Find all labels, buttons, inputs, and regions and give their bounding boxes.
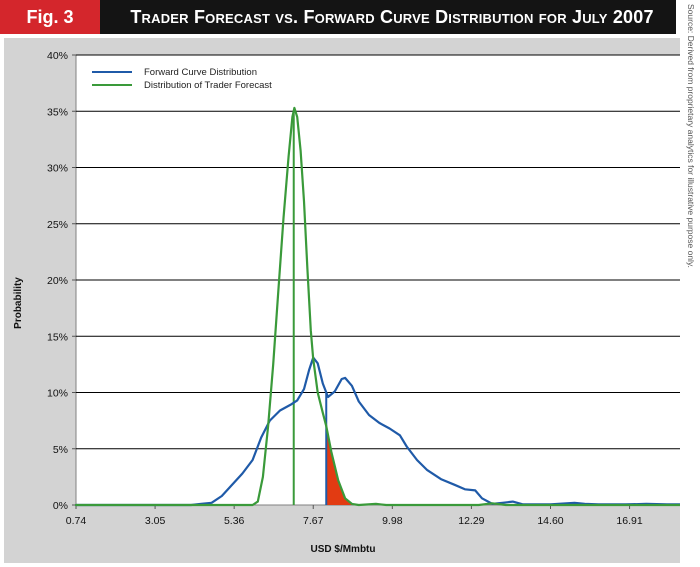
x-tick-label: 12.29	[458, 515, 484, 527]
y-tick-label: 30%	[47, 163, 68, 175]
chart: 0% 5% 10% 15% 20% 25% 30% 35% 40% 0.74 3.05 5.36 7.…	[13, 50, 680, 555]
y-tick-label: 35%	[47, 106, 68, 118]
legend-label-forward-curve: Forward Curve Distribution	[144, 67, 257, 78]
y-tick-label: 40%	[47, 50, 68, 62]
x-tick-label: 5.36	[224, 515, 245, 527]
figure-title: Trader Forecast vs. Forward Curve Distri…	[130, 6, 654, 27]
x-tick-label: 9.98	[382, 515, 403, 527]
y-tick-label: 0%	[53, 500, 68, 512]
source-note: Source: Derived from proprietary analyti…	[685, 4, 699, 294]
x-tick-label: 7.67	[303, 515, 324, 527]
legend: Forward Curve Distribution Distribution …	[92, 67, 272, 91]
x-axis-label: USD $/Mmbtu	[311, 544, 376, 555]
marker-lines	[292, 110, 328, 505]
y-tick-labels: 0% 5% 10% 15% 20% 25% 30% 35% 40%	[47, 50, 68, 512]
y-tick-label: 25%	[47, 219, 68, 231]
shaded-tail-area	[326, 426, 356, 505]
y-tick-label: 20%	[47, 275, 68, 287]
series-line-trader-forecast	[74, 106, 680, 507]
gridlines	[72, 54, 680, 509]
y-tick-label: 10%	[47, 388, 68, 400]
x-tick-label: 3.05	[145, 515, 166, 527]
x-tick-label: 14.60	[537, 515, 563, 527]
x-tick-label: 0.74	[66, 515, 87, 527]
shaded-region	[326, 426, 356, 505]
figure-banner	[0, 0, 676, 34]
x-tick-labels: 0.74 3.05 5.36 7.67 9.98 12.29 14.60 16.91	[66, 515, 643, 527]
y-tick-label: 5%	[53, 444, 68, 456]
series-lines	[74, 106, 680, 507]
y-axis-label: Probability	[13, 277, 24, 329]
legend-label-trader-forecast: Distribution of Trader Forecast	[144, 80, 272, 91]
y-tick-label: 15%	[47, 331, 68, 343]
figure-tag: Fig. 3	[0, 0, 100, 34]
source-note-text: Source: Derived from proprietary analyti…	[686, 4, 696, 268]
x-tick-label: 16.91	[616, 515, 642, 527]
